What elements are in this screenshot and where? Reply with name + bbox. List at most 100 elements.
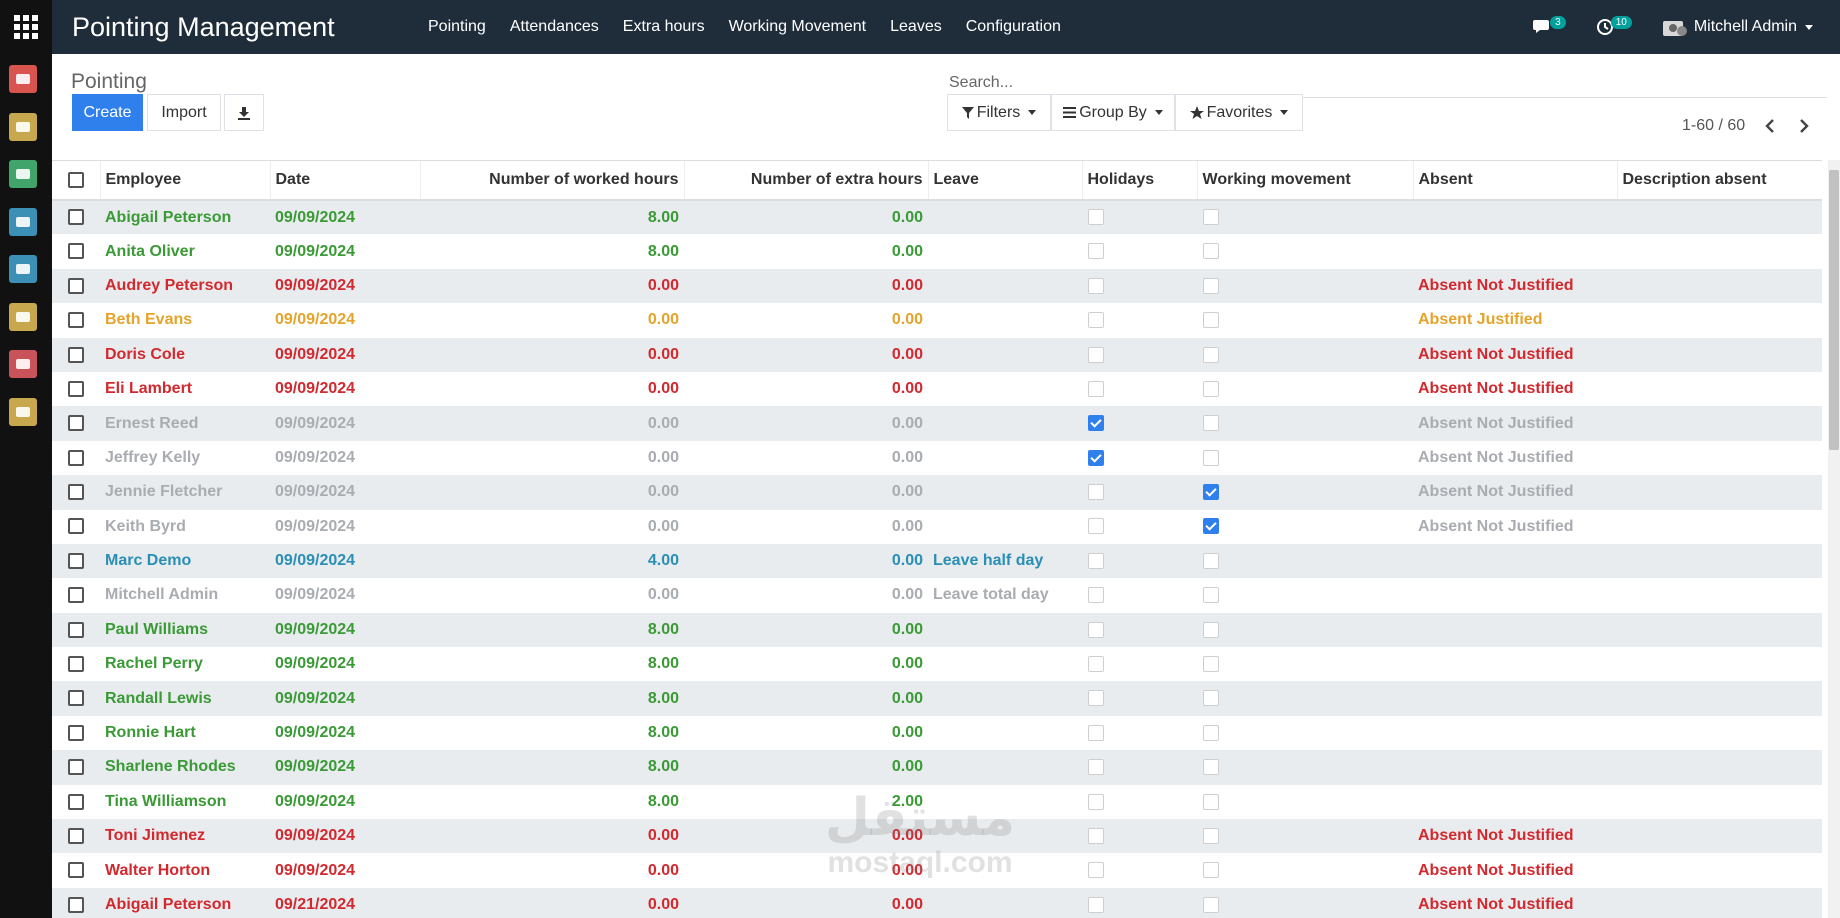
cell-worked-hours: 0.00 — [420, 475, 684, 510]
row-checkbox[interactable] — [68, 209, 84, 226]
table-row[interactable]: Ernest Reed 09/09/2024 0.00 0.00 Absent Not … — [52, 406, 1822, 441]
user-settings-icon[interactable] — [9, 302, 37, 331]
cell-employee: Ernest Reed — [100, 406, 270, 441]
select-all-checkbox[interactable] — [67, 171, 84, 188]
cell-employee: Tina Williamson — [100, 784, 270, 820]
table-row[interactable]: Anita Oliver 09/09/2024 8.00 0.00 — [52, 234, 1822, 269]
calendar-icon[interactable] — [9, 112, 37, 141]
table-row[interactable]: Walter Horton 09/09/2024 0.00 0.00 Absent No… — [52, 853, 1822, 888]
col-working-movement[interactable]: Working movement — [1197, 161, 1414, 201]
col-extra-hours[interactable]: Number of extra hours — [684, 161, 929, 201]
menu-attendances[interactable]: Attendances — [509, 18, 599, 35]
import-button[interactable]: Import — [147, 94, 221, 131]
row-checkbox[interactable] — [68, 793, 84, 810]
row-checkbox[interactable] — [68, 827, 84, 844]
table-row[interactable]: Randall Lewis 09/09/2024 8.00 0.00 — [52, 681, 1822, 716]
tools-icon[interactable] — [9, 350, 37, 378]
cell-date: 09/09/2024 — [270, 681, 420, 716]
table-row[interactable]: Mitchell Admin 09/09/2024 0.00 0.00 Leave to… — [52, 578, 1822, 613]
table-row[interactable]: Jennie Fletcher 09/09/2024 0.00 0.00 Absent … — [52, 475, 1822, 510]
pager-value[interactable]: 1-60 / 60 — [1682, 117, 1746, 134]
row-checkbox[interactable] — [68, 380, 84, 397]
filters-button[interactable]: Filters — [947, 94, 1051, 131]
group-by-button[interactable]: Group By — [1051, 94, 1175, 131]
app-title[interactable]: Pointing Management — [72, 11, 335, 42]
pager-next-button[interactable] — [1794, 114, 1814, 138]
table-row[interactable]: Beth Evans 09/09/2024 0.00 0.00 Absent Justi… — [52, 303, 1822, 338]
create-button[interactable]: Create — [72, 94, 143, 131]
row-checkbox[interactable] — [68, 759, 84, 776]
employees-icon[interactable] — [9, 207, 37, 236]
row-checkbox[interactable] — [68, 587, 84, 604]
row-checkbox[interactable] — [68, 312, 84, 329]
table-row[interactable]: Eli Lambert 09/09/2024 0.00 0.00 Absent Not … — [52, 371, 1822, 407]
row-checkbox[interactable] — [68, 656, 84, 673]
table-row[interactable]: Abigail Peterson 09/09/2024 8.00 0.00 — [52, 200, 1822, 235]
cell-absent: Absent Not Justified — [1413, 337, 1617, 372]
cell-leave — [928, 750, 1082, 785]
favorites-button[interactable]: Favorites — [1175, 94, 1303, 131]
table-row[interactable]: Marc Demo 09/09/2024 4.00 0.00 Leave half da… — [52, 543, 1822, 579]
search-input[interactable]: Search... — [947, 68, 1827, 98]
cell-employee: Toni Jimenez — [100, 819, 270, 854]
row-checkbox[interactable] — [68, 415, 84, 432]
menu-leaves[interactable]: Leaves — [890, 18, 942, 35]
menu-working-movement[interactable]: Working Movement — [728, 18, 867, 35]
row-checkbox[interactable] — [68, 896, 84, 913]
row-checkbox[interactable] — [68, 346, 84, 363]
working-movement-checkbox — [1203, 209, 1219, 226]
col-holidays[interactable]: Holidays — [1082, 161, 1198, 201]
table-row[interactable]: Tina Williamson 09/09/2024 8.00 2.00 — [52, 784, 1822, 820]
table-row[interactable]: Jeffrey Kelly 09/09/2024 0.00 0.00 Absent No… — [52, 440, 1822, 476]
spreadsheet-icon[interactable] — [9, 160, 37, 188]
menu-configuration[interactable]: Configuration — [965, 18, 1061, 35]
cell-absent: Absent Not Justified — [1413, 509, 1617, 544]
cell-extra-hours: 0.00 — [684, 750, 928, 785]
row-select-cell — [52, 819, 100, 854]
row-checkbox[interactable] — [68, 552, 84, 569]
download-button[interactable] — [224, 94, 264, 131]
discuss-icon[interactable] — [9, 65, 37, 93]
list-icon — [1063, 107, 1077, 118]
table-row[interactable]: Abigail Peterson 09/21/2024 0.00 0.00 Absent… — [52, 887, 1822, 918]
row-checkbox[interactable] — [68, 724, 84, 741]
menu-extra-hours[interactable]: Extra hours — [622, 18, 705, 35]
settings-icon[interactable] — [9, 397, 37, 426]
app-menu-grid-icon[interactable] — [0, 0, 52, 54]
holidays-checkbox — [1088, 793, 1104, 810]
working-movement-checkbox — [1203, 724, 1219, 741]
row-checkbox[interactable] — [68, 484, 84, 501]
table-row[interactable]: Toni Jimenez 09/09/2024 0.00 0.00 Absent Not… — [52, 819, 1822, 854]
scrollbar-thumb[interactable] — [1829, 170, 1839, 450]
row-checkbox[interactable] — [68, 243, 84, 260]
pager-previous-button[interactable] — [1760, 114, 1780, 138]
cell-employee: Marc Demo — [100, 543, 270, 579]
table-row[interactable]: Paul Williams 09/09/2024 8.00 0.00 — [52, 612, 1822, 648]
col-description-absent[interactable]: Description absent — [1617, 161, 1822, 201]
attendance-icon[interactable] — [9, 255, 37, 283]
col-date[interactable]: Date — [270, 161, 421, 201]
vertical-scrollbar[interactable] — [1828, 160, 1840, 918]
col-absent[interactable]: Absent — [1413, 161, 1618, 201]
table-row[interactable]: Doris Cole 09/09/2024 0.00 0.00 Absent Not J… — [52, 337, 1822, 372]
row-checkbox[interactable] — [68, 621, 84, 638]
row-checkbox[interactable] — [68, 449, 84, 466]
cell-employee: Anita Oliver — [100, 234, 270, 269]
table-row[interactable]: Sharlene Rhodes 09/09/2024 8.00 0.00 — [52, 750, 1822, 785]
messages-tray[interactable]: 3 — [1533, 15, 1566, 36]
user-menu[interactable]: Mitchell Admin — [1662, 16, 1813, 38]
col-employee[interactable]: Employee — [100, 161, 271, 201]
table-row[interactable]: Audrey Peterson 09/09/2024 0.00 0.00 Absent … — [52, 268, 1822, 304]
menu-pointing[interactable]: Pointing — [428, 18, 486, 35]
table-row[interactable]: Ronnie Hart 09/09/2024 8.00 0.00 — [52, 715, 1822, 751]
row-checkbox[interactable] — [68, 518, 84, 535]
table-row[interactable]: Keith Byrd 09/09/2024 0.00 0.00 Absent Not J… — [52, 509, 1822, 544]
cell-working-movement — [1197, 475, 1413, 510]
col-worked-hours[interactable]: Number of worked hours — [420, 161, 685, 201]
activities-tray[interactable]: 10 — [1596, 15, 1632, 36]
row-checkbox[interactable] — [68, 277, 84, 294]
col-leave[interactable]: Leave — [928, 161, 1083, 201]
table-row[interactable]: Rachel Perry 09/09/2024 8.00 0.00 — [52, 647, 1822, 682]
row-checkbox[interactable] — [68, 690, 84, 707]
row-checkbox[interactable] — [68, 862, 84, 879]
